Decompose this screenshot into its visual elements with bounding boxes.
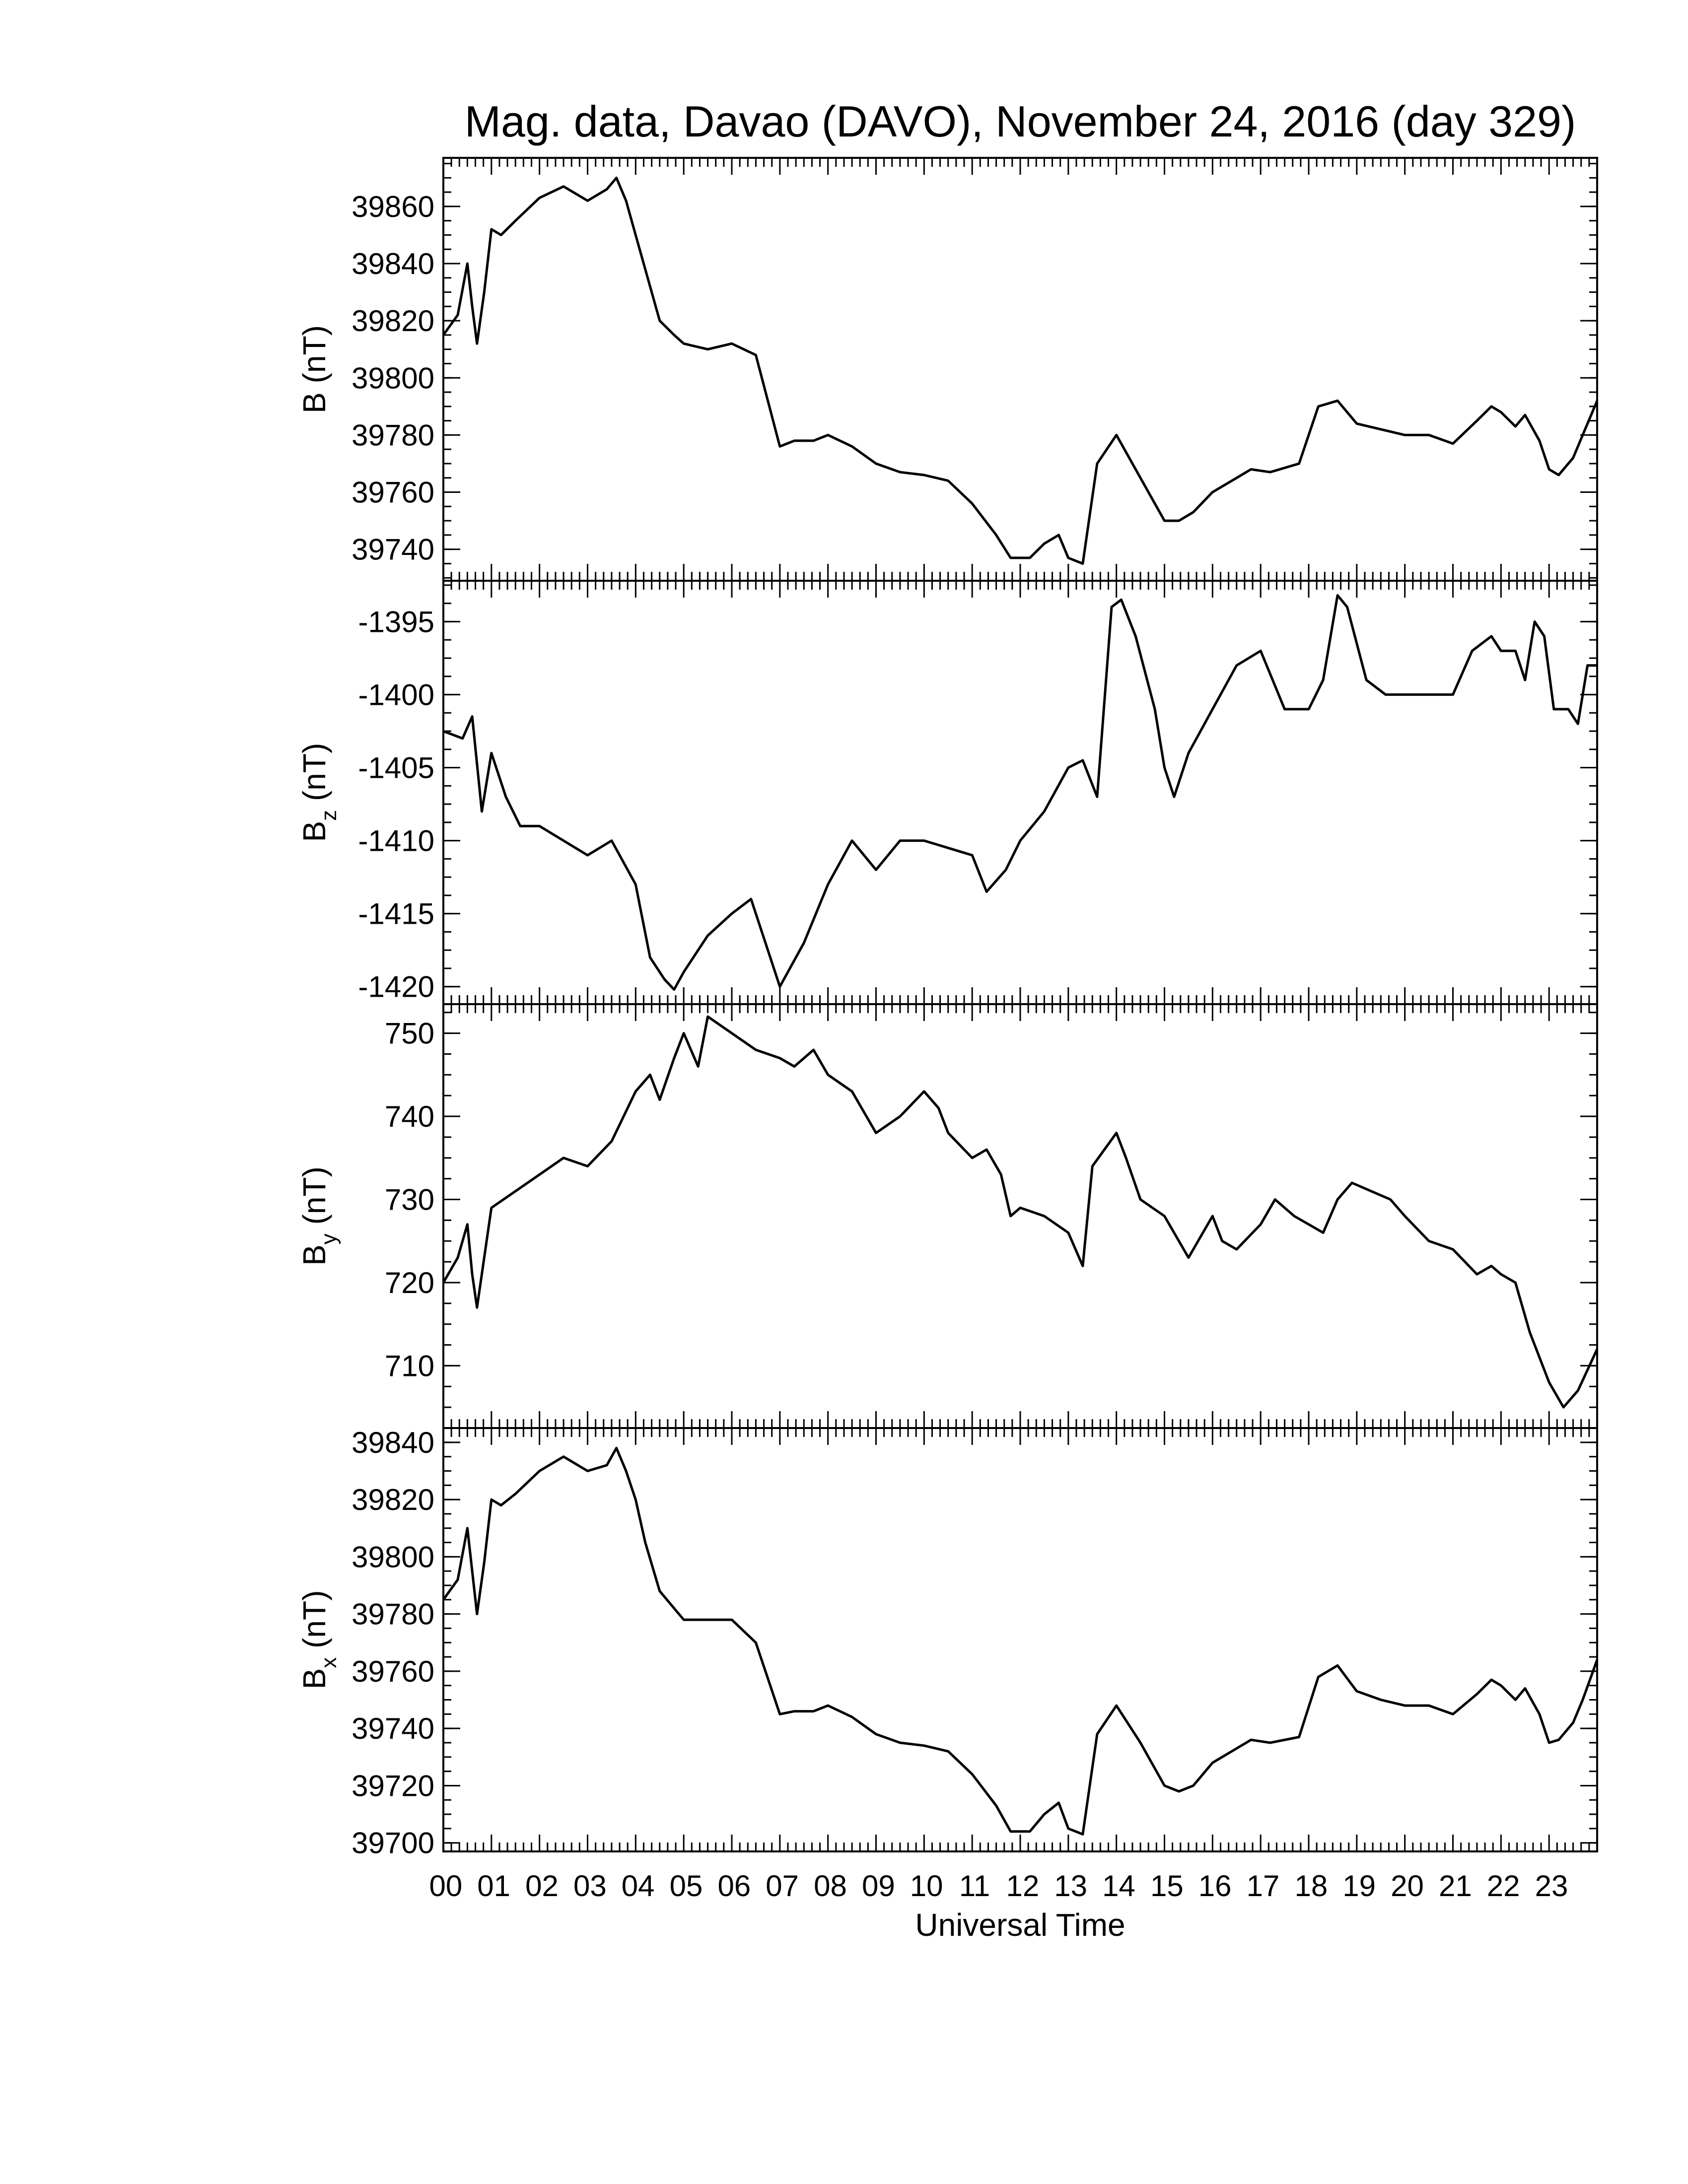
y-axis-label: By (nT): [296, 1166, 341, 1266]
y-tick-label: 39760: [352, 476, 434, 509]
y-tick-label: 39760: [352, 1655, 434, 1688]
x-tick-label: 23: [1535, 1869, 1568, 1903]
panel-frame: [442, 1003, 1598, 1429]
y-tick-label: 720: [385, 1266, 434, 1299]
y-axis-label-unit: (nT): [296, 325, 332, 392]
y-tick-label: 750: [385, 1017, 434, 1050]
x-tick-label: 00: [429, 1869, 462, 1903]
y-tick-label: -1405: [358, 751, 434, 784]
y-tick-label: -1410: [358, 824, 434, 858]
panel-4: 39700 39720 39740 39760 39780 39800 39820 39840…: [296, 1426, 1599, 1860]
panel-1: 39740 39760 39780 39800 39820 39840 39860 B (nT…: [296, 157, 1599, 582]
y-tick-label: 39740: [352, 533, 434, 566]
x-tick-label: 13: [1054, 1869, 1087, 1903]
y-axis-label-unit: (nT): [296, 1590, 332, 1657]
y-tick-label: 39800: [352, 1540, 434, 1573]
panel-frame: [442, 157, 1598, 582]
y-axis-label-subscript: y: [317, 1233, 341, 1244]
y-axis-label-subscript: x: [317, 1657, 341, 1668]
x-tick-label: 03: [573, 1869, 607, 1903]
y-tick-label: 710: [385, 1349, 434, 1382]
y-tick-label: 740: [385, 1100, 434, 1133]
x-tick-label: 21: [1439, 1869, 1472, 1903]
y-tick-label: 39740: [352, 1712, 434, 1745]
x-tick-label: 06: [717, 1869, 751, 1903]
x-tick-label: 17: [1247, 1869, 1280, 1903]
chart-title: Mag. data, Davao (DAVO), November 24, 20…: [465, 97, 1576, 146]
x-axis-label: Universal Time: [915, 1907, 1125, 1943]
x-tick-label: 08: [814, 1869, 847, 1903]
y-tick-label: -1415: [358, 897, 434, 931]
x-tick-label: 16: [1198, 1869, 1232, 1903]
y-axis-label: B (nT): [296, 325, 332, 413]
y-tick-label: 39780: [352, 418, 434, 452]
y-tick-label: 39820: [352, 1483, 434, 1516]
y-tick-label: 39720: [352, 1769, 434, 1802]
x-tick-label: 11: [959, 1869, 990, 1903]
y-axis-label: Bz (nT): [296, 743, 341, 842]
series-line-1: [442, 176, 1599, 565]
y-axis-label-symbol: B: [296, 1668, 332, 1690]
x-tick-label: 12: [1006, 1869, 1039, 1903]
series-line-4: [442, 1446, 1599, 1836]
y-axis-label-unit: (nT): [296, 1166, 332, 1233]
x-tick-label: 10: [910, 1869, 943, 1903]
panel-3: 710 720 730 740 750 By (nT): [296, 1003, 1599, 1429]
y-tick-label: -1420: [358, 970, 434, 1004]
x-tick-label: 14: [1102, 1869, 1135, 1903]
x-tick-label: 05: [670, 1869, 703, 1903]
y-tick-label: 730: [385, 1183, 434, 1217]
y-tick-label: 39860: [352, 190, 434, 223]
x-tick-label: 02: [525, 1869, 559, 1903]
y-tick-label: 39840: [352, 247, 434, 280]
panel-frame: [442, 580, 1598, 1005]
panel-frame: [442, 1427, 1598, 1852]
y-tick-label: 39780: [352, 1598, 434, 1631]
panels: 39740 39760 39780 39800 39820 39840 39860 B (nT…: [296, 157, 1599, 1860]
y-tick-label: 39820: [352, 304, 434, 338]
y-axis-label-symbol: B: [296, 1244, 332, 1266]
x-axis: 00 01 02 03 04 05 06 07 08 09 10 11 12 13 14 15 16 17 18 19…: [429, 1869, 1568, 1903]
y-tick-label: -1400: [358, 678, 434, 711]
x-tick-label: 09: [862, 1869, 895, 1903]
y-tick-label: 39800: [352, 361, 434, 395]
x-tick-label: 01: [477, 1869, 510, 1903]
x-tick-label: 07: [766, 1869, 799, 1903]
x-tick-label: 19: [1342, 1869, 1376, 1903]
x-tick-label: 18: [1294, 1869, 1328, 1903]
panel-2: -1420 -1415 -1410 -1405 -1400 -1395 Bz (nT): [296, 580, 1598, 1005]
series-line-3: [442, 1015, 1599, 1409]
series-line-2: [443, 594, 1597, 991]
y-tick-label: -1395: [358, 605, 434, 638]
y-axis-label-symbol: B: [296, 821, 332, 842]
y-tick-label: 39840: [352, 1426, 434, 1459]
y-axis-label-symbol: B: [296, 392, 332, 413]
x-tick-label: 22: [1487, 1869, 1520, 1903]
x-tick-label: 20: [1391, 1869, 1424, 1903]
y-axis-label-subscript: z: [317, 810, 341, 821]
y-axis-label: Bx (nT): [296, 1590, 341, 1690]
x-tick-label: 04: [622, 1869, 655, 1903]
y-axis-label-unit: (nT): [296, 743, 332, 810]
y-tick-label: 39700: [352, 1827, 434, 1860]
x-tick-label: 15: [1150, 1869, 1184, 1903]
